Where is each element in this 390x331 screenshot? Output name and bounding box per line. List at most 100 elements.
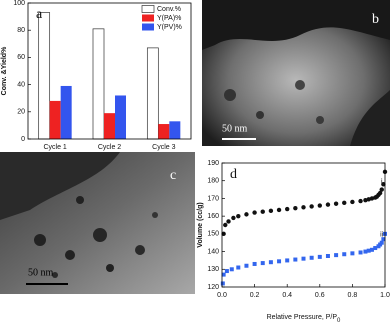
panel-label: d: [230, 167, 237, 182]
point: [231, 215, 236, 221]
point: [309, 255, 314, 260]
point: [260, 261, 265, 266]
y-tick-label: 60: [17, 54, 25, 61]
legend-swatch: [141, 5, 155, 13]
y-tick-label: 170: [207, 195, 219, 202]
point: [333, 201, 339, 206]
point: [317, 203, 322, 208]
y-tick-label: 180: [207, 178, 219, 185]
y-tick-label: 0: [21, 136, 25, 143]
y-tick-label: 190: [207, 160, 219, 167]
point: [381, 237, 386, 242]
series-label: i: [381, 178, 383, 185]
series-label: ii: [380, 232, 384, 239]
plot-frame: [221, 162, 386, 288]
point: [268, 208, 274, 214]
point: [379, 240, 384, 245]
point: [285, 258, 290, 263]
x-axis-label: Relative Pressure, P/P0: [267, 314, 341, 324]
y-tick-label: 160: [207, 213, 219, 220]
x-tick-label: Cycle 3: [152, 144, 175, 151]
point: [334, 253, 339, 258]
point: [260, 209, 265, 214]
scale-bar-label: 50 nm: [28, 267, 54, 278]
point: [358, 250, 363, 255]
x-tick-label: 0.4: [282, 292, 292, 299]
point: [293, 257, 298, 262]
y-tick-label: 100: [13, 0, 25, 7]
y-tick-label: 140: [207, 248, 219, 255]
legend-swatch: [142, 23, 154, 31]
y-tick-label: 40: [17, 81, 25, 88]
tem-image-c: 50 nm c: [0, 152, 195, 294]
point: [226, 219, 231, 224]
point: [223, 222, 228, 228]
bar: [49, 100, 61, 139]
y-axis-label: Conv. &Yield%: [1, 46, 8, 95]
legend-label: Y(PV)%: [157, 24, 182, 31]
bar: [115, 95, 126, 139]
point: [301, 256, 306, 261]
y-tick-label: 80: [17, 27, 25, 34]
x-tick-label: 0.8: [348, 292, 358, 299]
point: [363, 249, 368, 254]
point: [252, 261, 257, 266]
point: [285, 206, 290, 212]
point: [379, 187, 384, 192]
x-tick-label: 0.6: [315, 292, 325, 299]
point: [381, 182, 386, 187]
point: [350, 199, 355, 205]
x-tick-label: 1.0: [380, 292, 390, 299]
point: [317, 254, 322, 259]
point: [377, 190, 383, 196]
bar: [104, 113, 115, 139]
point: [252, 210, 257, 215]
point: [236, 265, 241, 270]
point: [342, 252, 347, 257]
panel-label: b: [372, 12, 379, 27]
y-tick-label: 120: [207, 284, 219, 291]
plot-frame: [27, 2, 192, 140]
point: [224, 269, 229, 274]
point: [244, 212, 249, 217]
point: [293, 205, 298, 211]
point: [350, 251, 355, 256]
bar: [38, 12, 51, 140]
point: [244, 263, 249, 268]
panel-label: c: [170, 168, 176, 183]
scale-bar-label: 50 nm: [222, 123, 248, 134]
point: [342, 200, 347, 206]
x-tick-label: Cycle 1: [43, 144, 66, 151]
point: [373, 246, 378, 251]
y-tick-label: 20: [17, 109, 25, 116]
bar: [60, 85, 72, 139]
point: [277, 259, 282, 264]
point: [236, 213, 241, 219]
bar: [169, 121, 181, 139]
legend-label: Conv.%: [157, 6, 181, 13]
point: [369, 247, 374, 252]
point: [220, 281, 225, 286]
y-tick-label: 130: [207, 266, 219, 273]
x-tick-label: Cycle 2: [98, 144, 121, 151]
bar: [92, 28, 105, 140]
bar: [158, 124, 170, 139]
point: [276, 207, 282, 213]
tem-image-b: 50 nm b: [202, 0, 390, 146]
y-axis-label: Volume (cc/g): [197, 202, 204, 247]
point: [221, 272, 226, 277]
x-axis-label-subscript: 0: [337, 318, 341, 324]
point: [358, 198, 363, 204]
point: [366, 248, 371, 253]
panel-label: a: [36, 7, 43, 22]
legend-label: Y(PA)%: [157, 15, 181, 22]
legend-swatch: [142, 14, 154, 22]
point: [229, 267, 234, 272]
x-axis-label-text: Relative Pressure, P/P: [267, 314, 338, 321]
y-tick-label: 150: [207, 231, 219, 238]
point: [268, 260, 273, 265]
x-tick-label: 0.0: [217, 292, 227, 299]
point: [325, 202, 331, 207]
point: [309, 204, 314, 209]
point: [325, 254, 330, 258]
